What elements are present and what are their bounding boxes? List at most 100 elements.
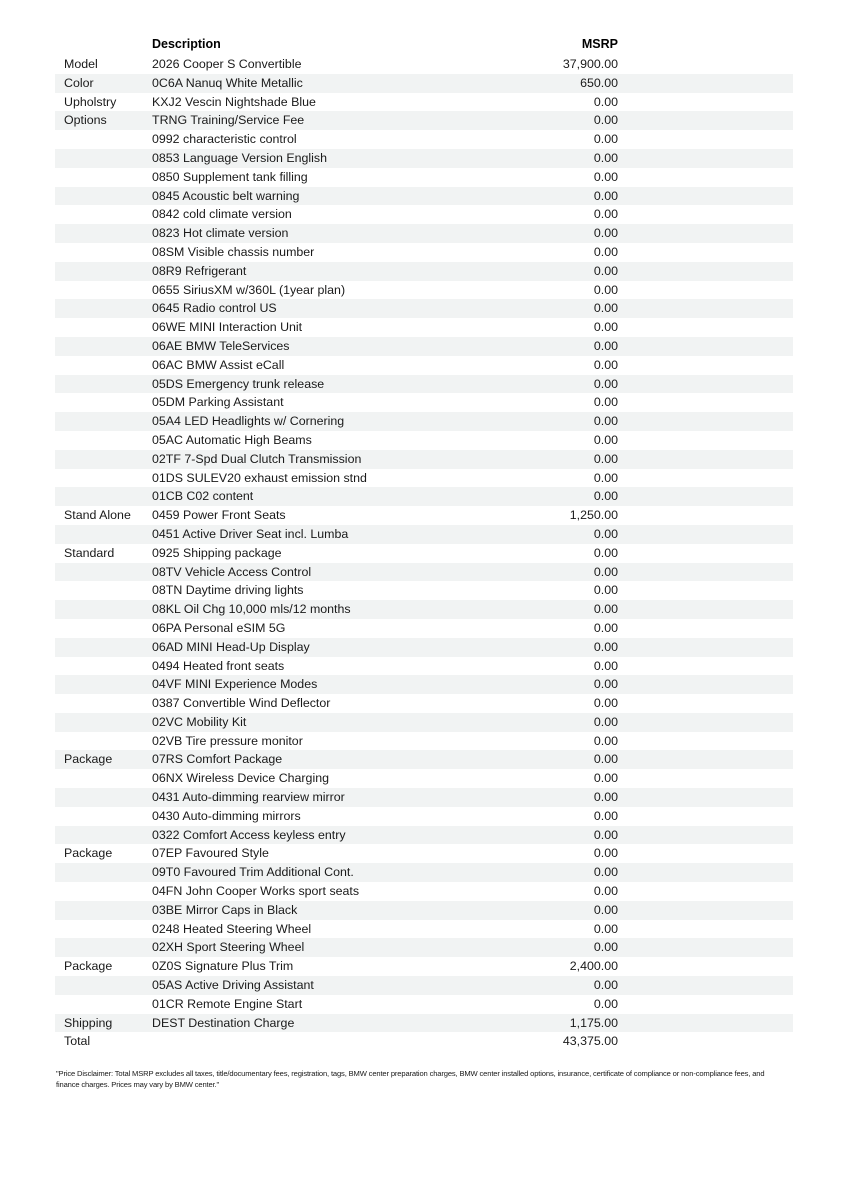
cell-description: 0845 Acoustic belt warning bbox=[152, 188, 300, 203]
cell-group: Package bbox=[64, 752, 113, 767]
cell-msrp: 37,900.00 bbox=[562, 57, 618, 71]
cell-msrp: 0.00 bbox=[593, 620, 618, 635]
cell-msrp: 0.00 bbox=[593, 338, 618, 353]
cell-msrp: 0.00 bbox=[593, 113, 618, 128]
table-row: Stand Alone 0459 Power Front Seats 1,250.0… bbox=[55, 506, 793, 525]
cell-description: 08SM Visible chassis number bbox=[152, 244, 315, 259]
column-header-msrp: MSRP bbox=[557, 34, 618, 55]
cell-spacer bbox=[618, 224, 793, 243]
cell-description: 0387 Convertible Wind Deflector bbox=[152, 696, 331, 711]
table-row: 0842 cold climate version 0.00 bbox=[55, 205, 793, 225]
cell-msrp: 0.00 bbox=[593, 921, 618, 936]
cell-msrp: 0.00 bbox=[593, 978, 618, 993]
cell-group bbox=[55, 168, 150, 187]
cell-spacer bbox=[618, 826, 793, 845]
cell-msrp: 650.00 bbox=[580, 75, 618, 90]
cell-description: 06WE MINI Interaction Unit bbox=[152, 320, 303, 335]
cell-group: Package bbox=[64, 959, 113, 974]
cell-msrp: 0.00 bbox=[593, 320, 618, 335]
cell-spacer bbox=[618, 657, 793, 676]
cell-description: 0842 cold climate version bbox=[152, 207, 292, 222]
table-row: 02VC Mobility Kit 0.00 bbox=[55, 712, 793, 732]
cell-description: 06AD MINI Head-Up Display bbox=[152, 639, 310, 654]
cell-description: 0Z0S Signature Plus Trim bbox=[152, 959, 294, 974]
cell-msrp: 1,250.00 bbox=[569, 508, 618, 523]
cell-spacer bbox=[618, 412, 793, 431]
cell-spacer bbox=[618, 299, 793, 318]
cell-group bbox=[55, 713, 150, 732]
table-row: 08TV Vehicle Access Control 0.00 bbox=[55, 562, 793, 582]
cell-spacer bbox=[618, 957, 793, 976]
table-row: 06WE MINI Interaction Unit 0.00 bbox=[55, 318, 793, 337]
cell-group bbox=[55, 600, 150, 619]
cell-group bbox=[55, 732, 150, 751]
cell-group bbox=[55, 469, 150, 488]
table-row: 0845 Acoustic belt warning 0.00 bbox=[55, 186, 793, 206]
table-row: 06NX Wireless Device Charging 0.00 bbox=[55, 769, 793, 789]
table-row: Total 43,375.00 bbox=[55, 1032, 793, 1052]
cell-description: 02VC Mobility Kit bbox=[152, 714, 247, 729]
cell-description: 02TF 7-Spd Dual Clutch Transmission bbox=[152, 451, 362, 466]
cell-description: 0850 Supplement tank filling bbox=[152, 169, 308, 184]
cell-group bbox=[55, 375, 150, 394]
cell-description: 0655 SiriusXM w/360L (1year plan) bbox=[152, 282, 346, 297]
table-row: Color 0C6A Nanuq White Metallic 650.00 bbox=[55, 73, 793, 93]
table-row: Upholstry KXJ2 Vescin Nightshade Blue 0.00 bbox=[55, 92, 793, 112]
cell-spacer bbox=[618, 469, 793, 488]
cell-spacer bbox=[618, 431, 793, 450]
cell-spacer bbox=[618, 525, 793, 544]
table-row: 09T0 Favoured Trim Additional Cont. 0.00 bbox=[55, 863, 793, 883]
cell-msrp: 0.00 bbox=[593, 790, 618, 805]
cell-spacer bbox=[618, 487, 793, 506]
cell-spacer bbox=[618, 1014, 793, 1033]
cell-group bbox=[55, 863, 150, 882]
cell-spacer bbox=[618, 74, 793, 93]
cell-msrp: 0.00 bbox=[593, 376, 618, 391]
table-row: 0248 Heated Steering Wheel 0.00 bbox=[55, 919, 793, 939]
cell-spacer bbox=[618, 356, 793, 375]
cell-msrp: 2,400.00 bbox=[569, 959, 618, 974]
table-row: Package 07EP Favoured Style 0.00 bbox=[55, 844, 793, 864]
cell-msrp: 0.00 bbox=[593, 808, 618, 823]
cell-msrp: 0.00 bbox=[593, 902, 618, 917]
cell-description: 0C6A Nanuq White Metallic bbox=[152, 75, 303, 90]
cell-msrp: 0.00 bbox=[593, 733, 618, 748]
table-row: 01CB C02 content 0.00 bbox=[55, 487, 793, 507]
pricing-table: Description MSRP Model 2026 Cooper S Conv… bbox=[55, 34, 793, 1052]
cell-group bbox=[55, 807, 150, 826]
cell-msrp: 0.00 bbox=[593, 94, 618, 109]
table-row: 0430 Auto-dimming mirrors 0.00 bbox=[55, 806, 793, 826]
cell-description: 0494 Heated front seats bbox=[152, 658, 285, 673]
cell-group bbox=[55, 638, 150, 657]
cell-spacer bbox=[618, 619, 793, 638]
table-row: 0387 Convertible Wind Deflector 0.00 bbox=[55, 694, 793, 713]
cell-spacer bbox=[618, 318, 793, 337]
cell-group bbox=[55, 318, 150, 337]
cell-description: 05AS Active Driving Assistant bbox=[152, 978, 314, 993]
cell-group bbox=[55, 412, 150, 431]
table-header: Description MSRP bbox=[55, 34, 793, 55]
table-row: 04VF MINI Experience Modes 0.00 bbox=[55, 675, 793, 695]
cell-msrp: 0.00 bbox=[593, 414, 618, 429]
cell-description: 07RS Comfort Package bbox=[152, 752, 283, 767]
table-row: 0494 Heated front seats 0.00 bbox=[55, 656, 793, 676]
cell-group: Package bbox=[64, 846, 113, 861]
cell-spacer bbox=[618, 375, 793, 394]
table-row: 06AD MINI Head-Up Display 0.00 bbox=[55, 637, 793, 657]
cell-group bbox=[55, 130, 150, 149]
cell-description: 05DS Emergency trunk release bbox=[152, 376, 325, 391]
cell-spacer bbox=[618, 920, 793, 939]
cell-group bbox=[55, 149, 150, 168]
cell-description: 06AE BMW TeleServices bbox=[152, 338, 290, 353]
cell-description: 08TV Vehicle Access Control bbox=[152, 564, 312, 579]
cell-msrp: 0.00 bbox=[593, 827, 618, 842]
cell-group bbox=[55, 826, 150, 845]
table-row: Model 2026 Cooper S Convertible 37,900.00 bbox=[55, 55, 793, 74]
cell-spacer bbox=[618, 337, 793, 356]
cell-group: Total bbox=[64, 1034, 91, 1049]
cell-msrp: 0.00 bbox=[593, 470, 618, 485]
cell-description: 08KL Oil Chg 10,000 mls/12 months bbox=[152, 602, 351, 617]
cell-group: Standard bbox=[64, 545, 115, 560]
table-row: 06AC BMW Assist eCall 0.00 bbox=[55, 355, 793, 375]
cell-msrp: 0.00 bbox=[593, 696, 618, 711]
